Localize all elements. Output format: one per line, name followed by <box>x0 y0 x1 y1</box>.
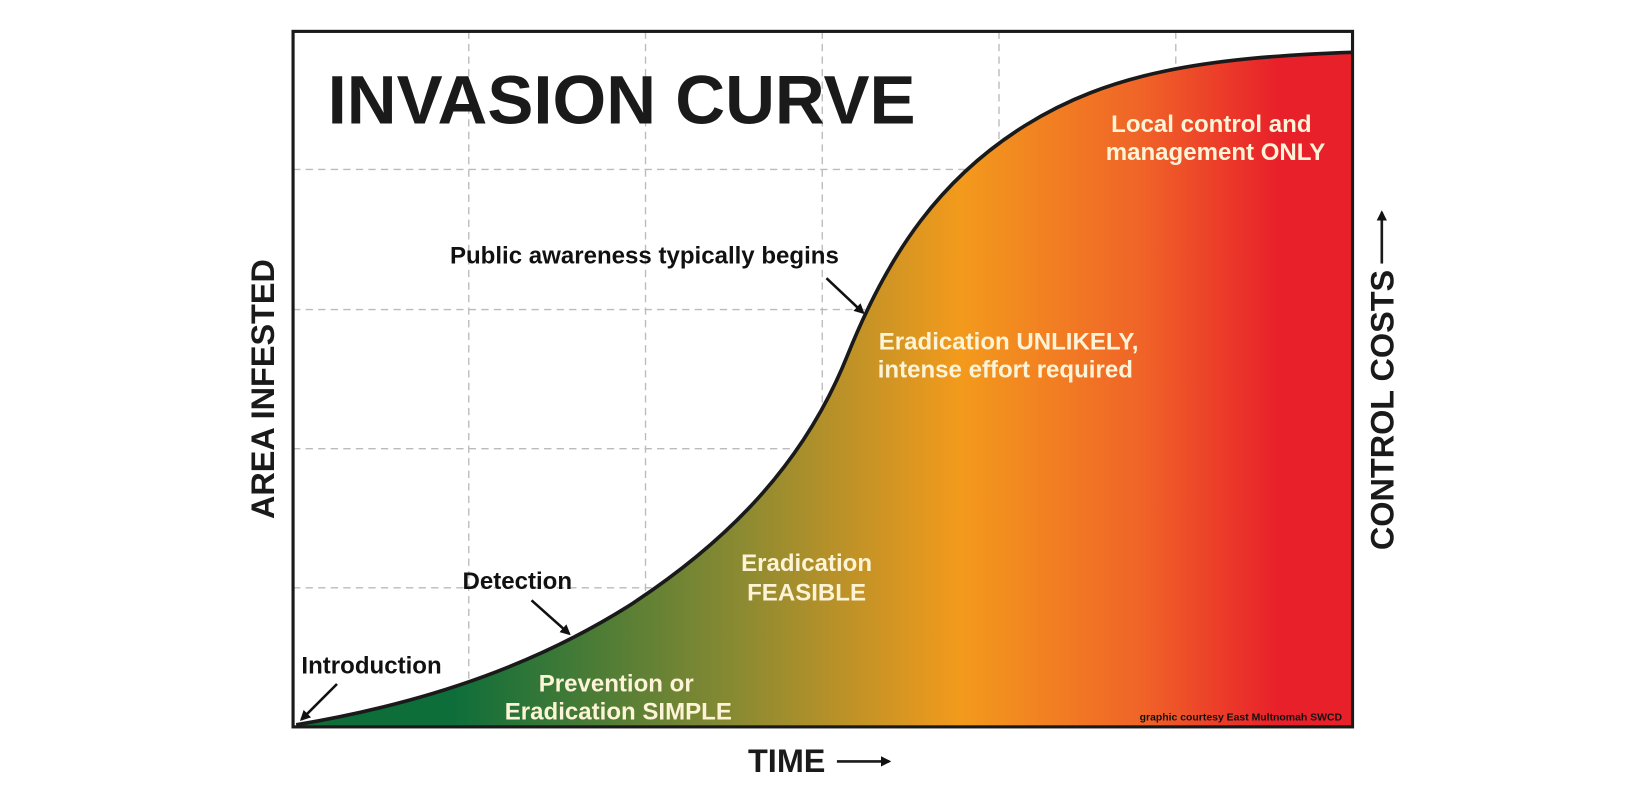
credit: graphic courtesy East Multnomah SWCD <box>1140 713 1343 724</box>
region-label: Eradication <box>741 550 872 577</box>
y-axis-label: AREA INFESTED <box>245 259 281 519</box>
invasion-curve <box>295 50 1353 727</box>
arrow <box>530 599 571 636</box>
curve-area <box>296 52 1353 727</box>
region-label: Eradication UNLIKELY, <box>879 328 1139 355</box>
plot-frame <box>291 29 1355 729</box>
arrow <box>825 277 865 315</box>
region-label: Prevention or <box>539 670 694 697</box>
region-label: Local control and <box>1111 111 1311 138</box>
region-label: FEASIBLE <box>747 579 866 606</box>
region-label: management ONLY <box>1106 139 1326 166</box>
region-label: intense effort required <box>878 357 1133 384</box>
title: INVASION CURVE <box>328 61 916 138</box>
annotation: Introduction <box>301 653 441 680</box>
annotation: Detection <box>462 568 572 595</box>
annotation: Public awareness typically begins <box>450 243 839 270</box>
arrow <box>299 683 338 722</box>
region-label: Eradication SIMPLE <box>505 699 732 726</box>
y2-axis-label: CONTROL COSTS <box>1364 270 1400 550</box>
x-axis-label: TIME <box>748 743 825 779</box>
